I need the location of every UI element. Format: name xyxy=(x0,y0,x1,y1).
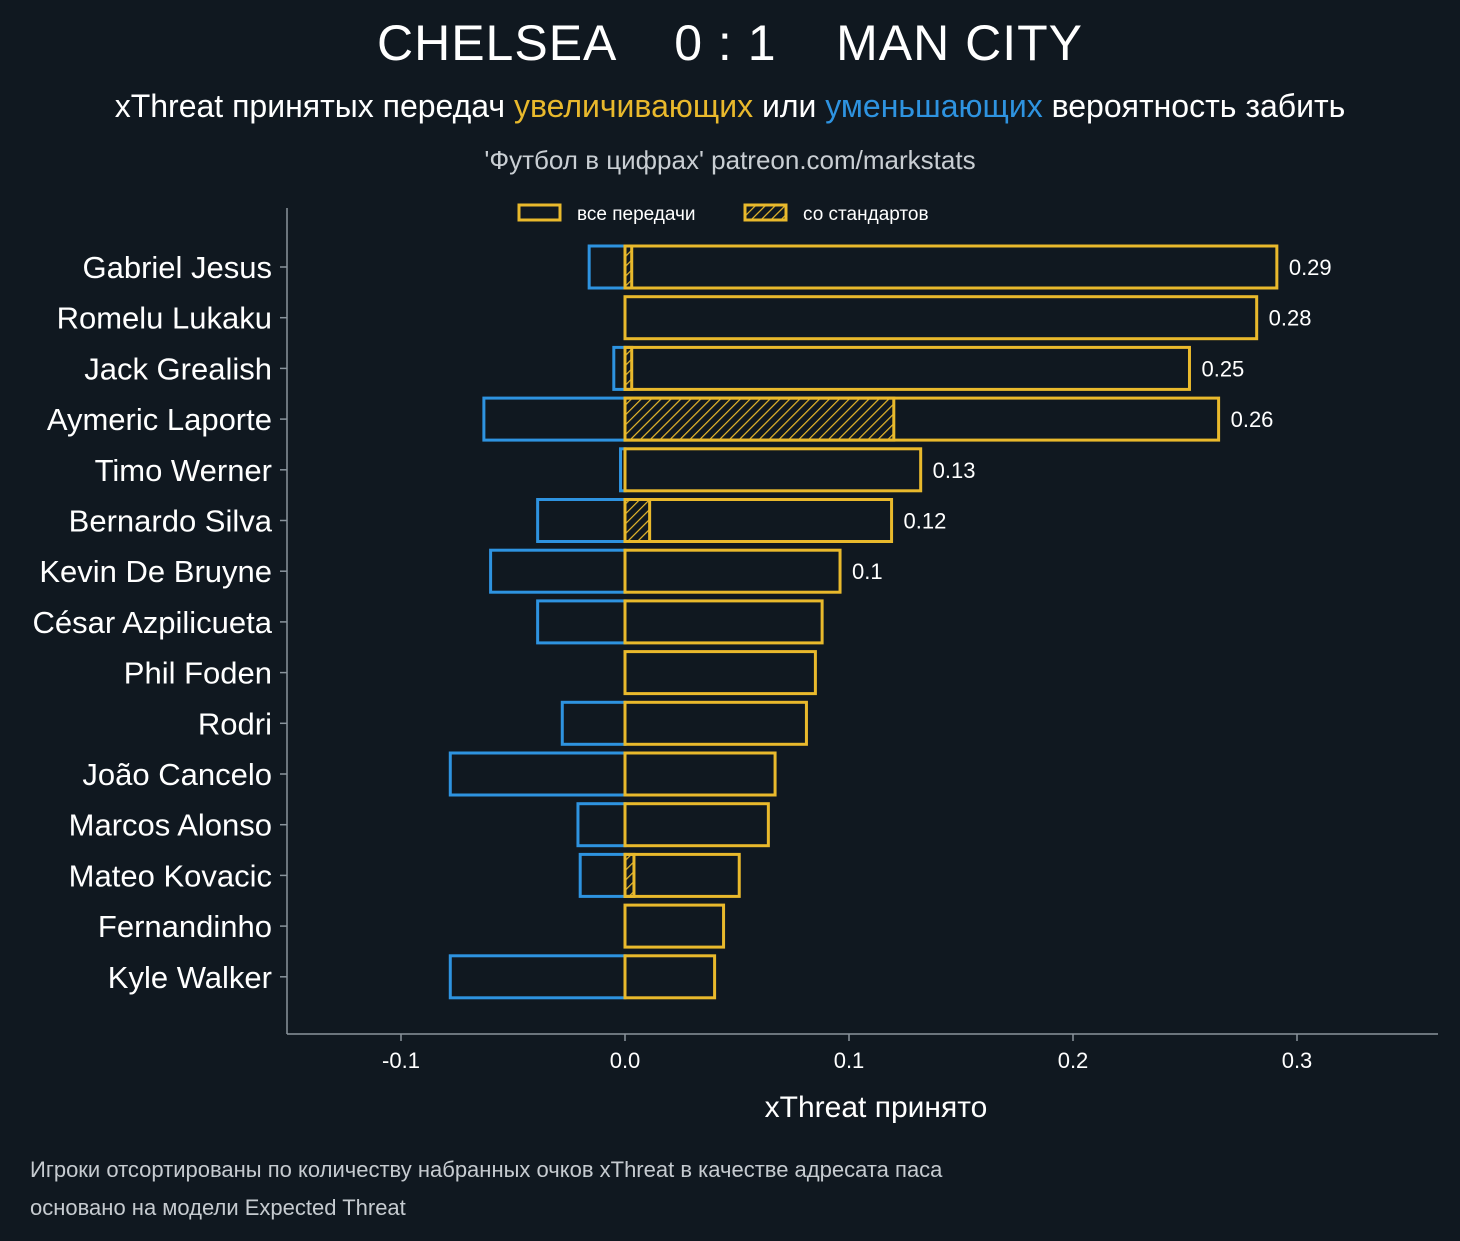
bar-value-label: 0.12 xyxy=(904,509,947,534)
bar-positive xyxy=(623,852,741,898)
footnote-sorting: Игроки отсортированы по количеству набра… xyxy=(30,1157,943,1182)
bar-negative xyxy=(536,498,627,543)
legend-swatch-all xyxy=(517,203,562,222)
subtitle-negative-word: уменьшающих xyxy=(825,88,1043,124)
y-tick-label: Bernardo Silva xyxy=(69,504,273,539)
bar-negative xyxy=(489,548,627,594)
credit-line: 'Футбол в цифрах' patreon.com/markstats xyxy=(484,145,976,175)
x-tick-label: -0.1 xyxy=(382,1048,420,1073)
bar-positive xyxy=(623,396,1221,442)
y-tick-label: Kyle Walker xyxy=(108,960,272,995)
y-tick-label: Rodri xyxy=(198,706,272,741)
plot-area: -0.1 0.0 0.1 0.2 0.3 xThreat принято все перед… xyxy=(32,203,1438,1124)
bar-negative xyxy=(448,751,627,797)
bar-value-label: 0.26 xyxy=(1231,407,1274,432)
bar-value-label: 0.25 xyxy=(1201,356,1244,381)
bar-value-label: 0.1 xyxy=(852,559,883,584)
x-tick-label: 0.3 xyxy=(1282,1048,1313,1073)
home-team-name: CHELSEA xyxy=(376,15,615,71)
bar-positive xyxy=(623,548,842,594)
legend-swatch-setpieces xyxy=(743,203,788,222)
y-tick-label: Mateo Kovacic xyxy=(69,858,272,893)
x-tick-label: 0.0 xyxy=(610,1048,641,1073)
bar-negative xyxy=(612,345,627,391)
bar-negative xyxy=(587,244,627,290)
y-tick-label: César Azpilicueta xyxy=(32,605,272,640)
y-tick-label: Marcos Alonso xyxy=(69,808,272,843)
bar-positive xyxy=(623,700,808,746)
x-axis-label: xThreat принято xyxy=(765,1091,988,1124)
bar-value-label: 0.28 xyxy=(1269,306,1312,331)
bar-positive xyxy=(623,599,824,645)
bar-positive xyxy=(623,751,777,797)
y-tick-label: João Cancelo xyxy=(82,757,272,792)
y-tick-label: Gabriel Jesus xyxy=(82,250,272,285)
bar-value-label: 0.13 xyxy=(933,458,976,483)
bar-value-label: 0.29 xyxy=(1289,255,1332,280)
y-tick-label: Jack Grealish xyxy=(84,351,272,386)
y-tick-label: Timo Werner xyxy=(95,453,272,488)
bar-positive xyxy=(623,447,923,493)
chart-subtitle: xThreat принятых передач увеличивающих и… xyxy=(0,88,1460,125)
bar-negative xyxy=(578,852,627,898)
chart-title: CHELSEA 0 : 1 MAN CITY xyxy=(0,14,1460,72)
bar-negative xyxy=(448,954,627,1000)
bar-positive xyxy=(623,244,1279,290)
bar-negative xyxy=(536,599,627,645)
subtitle-text-1: xThreat принятых передач xyxy=(114,88,514,124)
subtitle-text-3: вероятность забить xyxy=(1042,88,1346,124)
bar-positive xyxy=(623,802,770,848)
bar-positive xyxy=(623,345,1191,391)
bar-setpiece xyxy=(623,396,896,442)
bar-positive xyxy=(623,650,817,696)
match-score: 0 : 1 xyxy=(674,15,777,71)
y-tick-label: Fernandinho xyxy=(98,909,272,944)
x-tick-label: 0.2 xyxy=(1058,1048,1089,1073)
bar-positive xyxy=(623,903,726,949)
bar-negative xyxy=(560,700,627,746)
bar-negative xyxy=(482,396,627,442)
legend-label-setpieces: со стандартов xyxy=(803,204,929,225)
bar-positive xyxy=(623,498,894,543)
bar-negative xyxy=(576,802,627,848)
bar-positive xyxy=(623,954,717,1000)
subtitle-text-2: или xyxy=(753,88,826,124)
y-tick-label: Kevin De Bruyne xyxy=(39,554,272,589)
y-tick-label: Aymeric Laporte xyxy=(47,402,272,437)
x-tick-label: 0.1 xyxy=(834,1048,865,1073)
subtitle-positive-word: увеличивающих xyxy=(513,88,754,124)
bar-setpiece xyxy=(623,498,652,543)
away-team-name: MAN CITY xyxy=(836,15,1084,71)
y-tick-label: Phil Foden xyxy=(124,656,272,691)
y-tick-label: Romelu Lukaku xyxy=(57,301,272,336)
bar-positive xyxy=(623,295,1259,341)
legend-label-all: все передачи xyxy=(577,204,696,225)
footnote-model: основано на модели Expected Threat xyxy=(30,1195,406,1220)
